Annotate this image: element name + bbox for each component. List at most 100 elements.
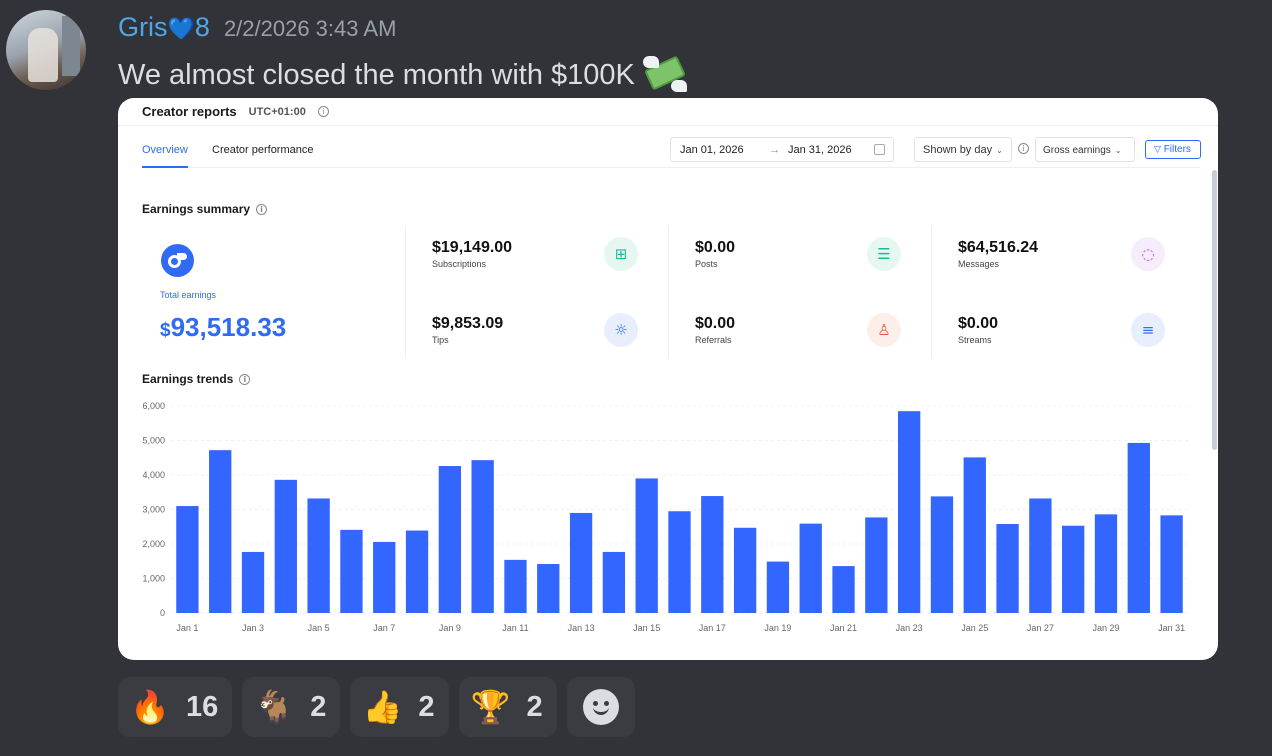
bar-jan-9[interactable] (438, 466, 462, 613)
divider (931, 226, 932, 358)
metric-label: Subscriptions (432, 259, 487, 269)
total-earnings-amount: 93,518.33 (170, 312, 287, 342)
scrollbar[interactable] (1212, 170, 1217, 450)
bar-jan-7[interactable] (373, 541, 396, 613)
y-tick-label: 5,000 (142, 436, 165, 446)
bar-jan-21[interactable] (832, 566, 855, 613)
avatar[interactable] (6, 10, 86, 90)
lightbulb-icon: ☼ (604, 313, 638, 347)
reactions-bar: 🔥 16 🐐 2 👍 2 🏆 2 (118, 677, 635, 737)
avatar-figure (28, 28, 58, 82)
post-icon: ☰ (867, 237, 901, 271)
metric-label: Messages (958, 259, 1000, 269)
fire-icon: 🔥 (130, 688, 170, 726)
bar-jan-13[interactable] (569, 512, 593, 613)
reaction-trophy[interactable]: 🏆 2 (458, 677, 557, 737)
bar-jan-1[interactable] (176, 506, 199, 613)
referral-icon: ♙ (867, 313, 901, 347)
x-tick-label: Jan 17 (699, 623, 726, 633)
currency-symbol: $ (160, 320, 171, 341)
date-range-picker[interactable]: Jan 01, 2026 → Jan 31, 2026 (670, 137, 894, 162)
bar-jan-3[interactable] (241, 551, 265, 613)
bar-jan-8[interactable] (405, 530, 429, 613)
x-tick-label: Jan 29 (1092, 623, 1119, 633)
metric-select[interactable]: Gross earnings ⌄ (1035, 137, 1135, 162)
info-icon[interactable]: i (317, 106, 329, 117)
chevron-down-icon: ⌄ (996, 146, 1003, 155)
bar-jan-20[interactable] (799, 523, 822, 613)
metric-value: $19,149.00 (432, 239, 513, 256)
bar-jan-12[interactable] (537, 564, 560, 613)
bar-jan-22[interactable] (865, 517, 888, 613)
bar-jan-31[interactable] (1160, 515, 1183, 613)
y-tick-label: 1,000 (142, 574, 165, 584)
reaction-fire[interactable]: 🔥 16 (118, 677, 233, 737)
y-tick-label: 4,000 (142, 470, 165, 480)
bar-jan-6[interactable] (340, 529, 363, 613)
earnings-trends-title: Earnings trends i (142, 372, 251, 386)
bar-jan-11[interactable] (504, 559, 527, 613)
metric-value: $0.00 (695, 239, 736, 256)
x-tick-label: Jan 11 (502, 623, 528, 633)
divider (668, 226, 669, 358)
bar-jan-27[interactable] (1029, 498, 1052, 613)
info-icon[interactable]: i (256, 203, 268, 215)
metric-messages: $64,516.24 Messages (958, 239, 1038, 269)
bar-jan-28[interactable] (1062, 525, 1085, 613)
goat-icon: 🐐 (254, 688, 295, 726)
tab-overview[interactable]: Overview (142, 144, 188, 156)
earnings-trends-text: Earnings trends (142, 372, 234, 386)
bar-jan-4[interactable] (274, 479, 297, 613)
bar-jan-19[interactable] (766, 561, 790, 613)
bar-jan-15[interactable] (635, 478, 658, 613)
message-text: We almost closed the month with $100K (118, 58, 635, 91)
bar-jan-26[interactable] (996, 523, 1019, 613)
bar-jan-17[interactable] (701, 496, 724, 613)
bar-jan-10[interactable] (471, 460, 494, 613)
bar-jan-30[interactable] (1127, 442, 1150, 613)
bar-jan-5[interactable] (307, 498, 330, 613)
x-tick-label: Jan 13 (568, 623, 595, 633)
bar-jan-29[interactable] (1094, 514, 1118, 613)
x-tick-label: Jan 27 (1027, 623, 1054, 633)
x-tick-label: Jan 9 (439, 623, 461, 633)
x-tick-label: Jan 31 (1158, 623, 1185, 633)
arrow-right-icon: → (769, 144, 780, 156)
x-tick-label: Jan 23 (896, 623, 923, 633)
metric-value: $9,853.09 (432, 315, 504, 332)
chevron-down-icon: ⌄ (1114, 146, 1122, 155)
add-reaction-button[interactable] (566, 677, 635, 737)
metric-streams: $0.00 Streams (958, 315, 998, 345)
filters-button[interactable]: ▽ Filters (1145, 140, 1201, 159)
avatar-background (62, 16, 80, 76)
bar-jan-25[interactable] (963, 457, 986, 613)
info-icon[interactable]: i (239, 373, 251, 385)
reaction-thumbs-up[interactable]: 👍 2 (350, 677, 449, 737)
reaction-count: 2 (418, 690, 435, 723)
bar-jan-18[interactable] (733, 527, 757, 613)
timezone-label: UTC+01:00 (248, 105, 306, 118)
earnings-summary-title: Earnings summary i (142, 202, 268, 216)
x-tick-label: Jan 19 (764, 623, 791, 633)
reaction-goat[interactable]: 🐐 2 (242, 677, 341, 737)
shown-by-select[interactable]: Shown by day ⌄ (914, 137, 1012, 162)
tab-creator-performance[interactable]: Creator performance (212, 144, 314, 156)
bar-jan-16[interactable] (668, 511, 691, 613)
bar-jan-23[interactable] (897, 411, 921, 613)
stream-icon: ≡ (1131, 313, 1165, 347)
reaction-count: 16 (186, 690, 219, 723)
message-header: Gris💙8 2/2/2026 3:43 AM (118, 12, 396, 43)
image-attachment[interactable]: Creator reports UTC+01:00 i Overview Cre… (118, 98, 1218, 660)
onlyfans-logo-icon (161, 244, 194, 277)
x-tick-label: Jan 3 (242, 623, 264, 633)
bar-jan-2[interactable] (209, 450, 232, 613)
username[interactable]: Gris💙8 (118, 12, 210, 43)
report-title: Creator reports (142, 104, 237, 119)
bar-jan-24[interactable] (930, 496, 954, 613)
metric-label: Tips (432, 335, 449, 345)
date-from: Jan 01, 2026 (680, 144, 744, 156)
info-icon[interactable]: i (1018, 143, 1029, 154)
bar-jan-14[interactable] (602, 551, 626, 613)
active-tab-indicator (142, 166, 188, 168)
